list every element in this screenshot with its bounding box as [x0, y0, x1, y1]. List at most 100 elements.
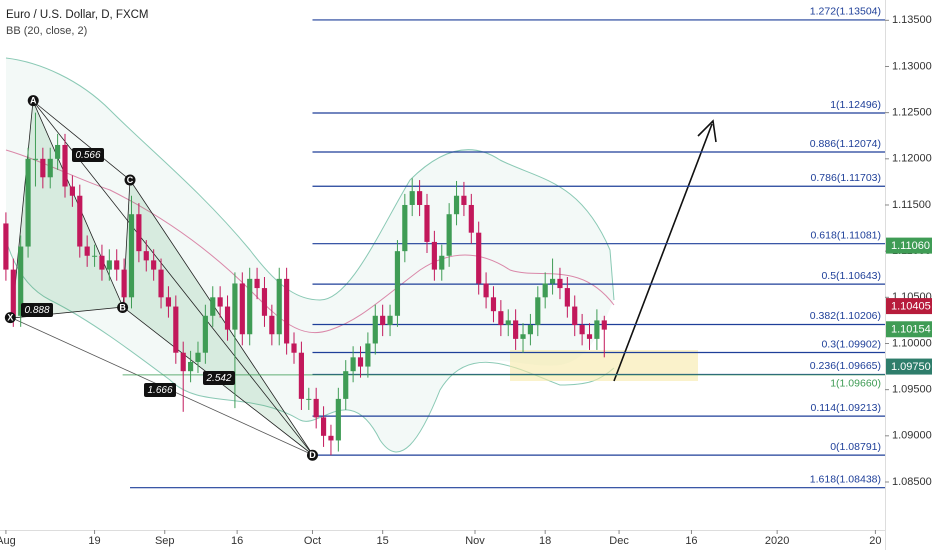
candle-body	[55, 144, 61, 159]
candle-body	[586, 334, 593, 339]
fib-label: 0.382(1.10206)	[810, 310, 881, 322]
candle-body	[505, 320, 511, 326]
ratio-badge	[21, 303, 53, 317]
candle-body	[513, 320, 519, 339]
y-tick-label: 1.12000	[892, 153, 932, 165]
pattern-point-label: C	[127, 175, 134, 185]
x-tick-label: 16	[231, 535, 243, 547]
candle-body	[350, 357, 356, 372]
candle-body	[394, 251, 401, 316]
candle-body	[40, 158, 46, 178]
candle-body	[535, 297, 541, 326]
candle-body	[417, 191, 423, 205]
candle-body	[114, 260, 120, 270]
candle-body	[291, 343, 297, 353]
candle-body	[409, 191, 415, 205]
candle-body	[320, 417, 327, 436]
price-tag	[886, 237, 932, 254]
candle-body	[188, 361, 194, 372]
candle-body	[224, 306, 231, 330]
y-tick-label: 1.08500	[892, 476, 932, 488]
price-tag	[886, 358, 932, 375]
candle-body	[468, 204, 474, 233]
candle-body	[564, 288, 570, 307]
fib-label: 0.3(1.09902)	[821, 338, 881, 350]
candle-body	[99, 255, 105, 270]
candle-body	[121, 269, 127, 298]
x-tick-label: Dec	[609, 535, 629, 547]
green-level-label: 1(1.09660)	[830, 378, 881, 390]
fib-label: 1.618(1.08438)	[810, 473, 881, 485]
y-tick-label: 1.13000	[892, 60, 932, 72]
candle-body	[446, 214, 452, 256]
candle-body	[62, 144, 68, 187]
pattern-point-label: D	[309, 450, 316, 460]
y-tick-label: 1.09500	[892, 384, 932, 396]
arrow-head	[697, 119, 717, 143]
x-tick-label: 19	[88, 535, 100, 547]
fib-label: 1(1.12496)	[830, 99, 881, 111]
fib-label: 1.272(1.13504)	[810, 6, 881, 18]
candle-body	[328, 435, 334, 441]
candle-body	[542, 283, 548, 298]
fib-label: 0.786(1.11703)	[811, 172, 881, 184]
y-tick-label: 1.10000	[892, 337, 932, 349]
pattern-point	[27, 95, 39, 107]
candle-body	[380, 315, 386, 326]
pattern-ac	[32, 100, 131, 181]
candle-body	[372, 315, 378, 344]
candle-body	[453, 195, 460, 215]
ratio-badge	[72, 148, 104, 162]
candle-body	[365, 343, 371, 367]
candle-body	[10, 269, 16, 316]
candle-body	[276, 278, 282, 335]
price-tag	[886, 321, 932, 338]
price-tag	[886, 298, 932, 315]
candle-body	[84, 246, 90, 256]
candle-body	[232, 283, 238, 330]
candle-body	[180, 352, 186, 372]
x-tick-label: Sep	[155, 535, 175, 547]
pattern-point-label: X	[7, 313, 13, 323]
y-tick-label: 1.12500	[892, 107, 932, 119]
candle-body	[483, 283, 489, 298]
ratio-label: 2.542	[205, 373, 231, 384]
ratio-badge	[203, 371, 235, 385]
indicator-label: BB (20, close, 2)	[6, 25, 87, 37]
pattern-point-label: A	[30, 96, 37, 106]
candle-body	[490, 297, 497, 312]
candle-body	[476, 232, 482, 284]
candle-body	[387, 315, 393, 326]
pattern-point	[124, 174, 136, 186]
candle-body	[77, 195, 83, 247]
pattern-point-label: B	[119, 302, 126, 312]
candle-body	[3, 223, 9, 270]
candle-body	[106, 260, 112, 270]
candle-body	[498, 311, 504, 326]
x-tick-label: 16	[685, 535, 697, 547]
x-tick-label: Aug	[0, 535, 16, 547]
candle-body	[357, 357, 364, 367]
x-tick-label: 20	[869, 535, 881, 547]
candle-body	[572, 306, 578, 326]
candle-body	[128, 214, 135, 298]
candle-body	[424, 204, 430, 242]
fib-label: 0.236(1.09665)	[810, 360, 881, 372]
candle-body	[313, 398, 319, 418]
candle-body	[284, 278, 290, 344]
candle-body	[151, 260, 157, 270]
candle-body	[527, 325, 533, 335]
candle-body	[439, 255, 445, 270]
candle-body	[261, 288, 268, 316]
arrow	[613, 123, 713, 382]
candle-body	[461, 195, 467, 205]
candle-body	[254, 278, 260, 289]
candle-body	[557, 278, 563, 289]
x-tick-label: 2020	[765, 535, 789, 547]
x-tick-label: 15	[377, 535, 389, 547]
candle-body	[91, 255, 98, 257]
price-tag-label: 1.10405	[891, 300, 931, 312]
fib-label: 0.618(1.11081)	[811, 229, 881, 241]
candle-body	[269, 315, 275, 335]
